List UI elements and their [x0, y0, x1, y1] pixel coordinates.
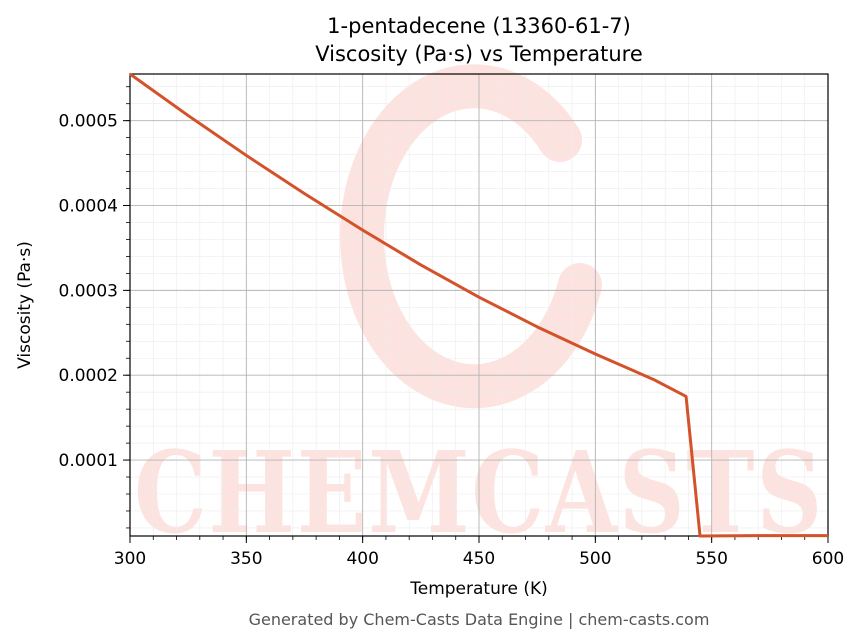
- x-tick-label: 400: [346, 549, 378, 569]
- chart-title-line-1: 1-pentadecene (13360-61-7): [327, 14, 631, 38]
- x-tick-label: 500: [579, 549, 611, 569]
- chart-title-line-2: Viscosity (Pa·s) vs Temperature: [315, 42, 643, 66]
- data-line-series-0: [129, 72, 828, 538]
- x-tick-label: 300: [114, 549, 146, 569]
- grid: [129, 74, 829, 536]
- series: [129, 72, 828, 538]
- y-tick-label: 0.0003: [59, 281, 118, 301]
- x-tick-label: 350: [230, 549, 262, 569]
- y-tick-label: 0.0001: [59, 451, 118, 471]
- x-tick-label: 600: [812, 549, 844, 569]
- x-axis-label: Temperature (K): [409, 579, 548, 599]
- y-tick-label: 0.0004: [59, 197, 118, 217]
- y-tick-label: 0.0005: [59, 112, 118, 132]
- footer-credit: Generated by Chem-Casts Data Engine | ch…: [249, 610, 710, 629]
- y-axis-label: Viscosity (Pa·s): [15, 241, 35, 369]
- ticks: 300 350 400 450 500 550 600 0.0001 0.0002 0.0003 0…: [59, 86, 844, 569]
- x-tick-label: 550: [695, 549, 727, 569]
- y-tick-label: 0.0002: [59, 366, 118, 386]
- x-tick-label: 450: [463, 549, 495, 569]
